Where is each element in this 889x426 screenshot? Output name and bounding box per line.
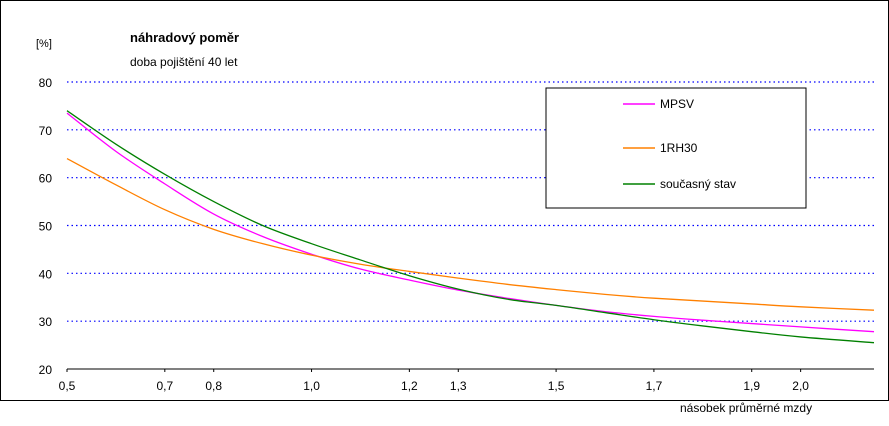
legend-label-mpsv: MPSV	[660, 97, 694, 111]
y-tick-label: 30	[39, 315, 53, 329]
chart-title: náhradový poměr	[130, 30, 239, 45]
x-tick-label: 1,5	[548, 379, 565, 393]
x-tick-label: 0,8	[205, 379, 222, 393]
x-tick-label: 1,9	[743, 379, 760, 393]
y-tick-label: 40	[39, 267, 53, 281]
y-axis-label: [%]	[36, 38, 52, 50]
y-tick-label: 70	[39, 124, 53, 138]
x-axis-label: násobek průměrné mzdy	[680, 401, 812, 415]
x-axis-ticks: 0,5 0,7 0,8 1,0 1,2 1,3 1,5 1,7 1,9 2,0	[59, 369, 809, 393]
series-line-mpsv	[66, 112, 875, 333]
y-tick-label: 20	[39, 363, 53, 377]
y-tick-label: 60	[39, 172, 53, 186]
y-axis-ticks: 20 30 40 50 60 70 80	[39, 76, 53, 377]
series-line-1rh30	[66, 157, 875, 311]
x-tick-label: 1,2	[401, 379, 418, 393]
x-tick-label: 0,7	[156, 379, 173, 393]
legend-label-soucasny-stav: současný stav	[660, 177, 736, 191]
y-tick-label: 80	[39, 76, 53, 90]
series-group	[66, 110, 875, 344]
x-tick-label: 1,3	[450, 379, 467, 393]
legend-box	[545, 87, 807, 209]
y-tick-label: 50	[39, 220, 53, 234]
x-tick-label: 0,5	[59, 379, 76, 393]
chart-subtitle: doba pojištění 40 let	[130, 55, 238, 69]
legend-label-1rh30: 1RH30	[660, 141, 698, 155]
x-tick-label: 1,7	[646, 379, 663, 393]
x-tick-label: 1,0	[303, 379, 320, 393]
x-tick-label: 2,0	[792, 379, 809, 393]
legend: MPSV 1RH30 současný stav	[545, 87, 807, 209]
series-line-soucasny-stav	[66, 110, 875, 344]
